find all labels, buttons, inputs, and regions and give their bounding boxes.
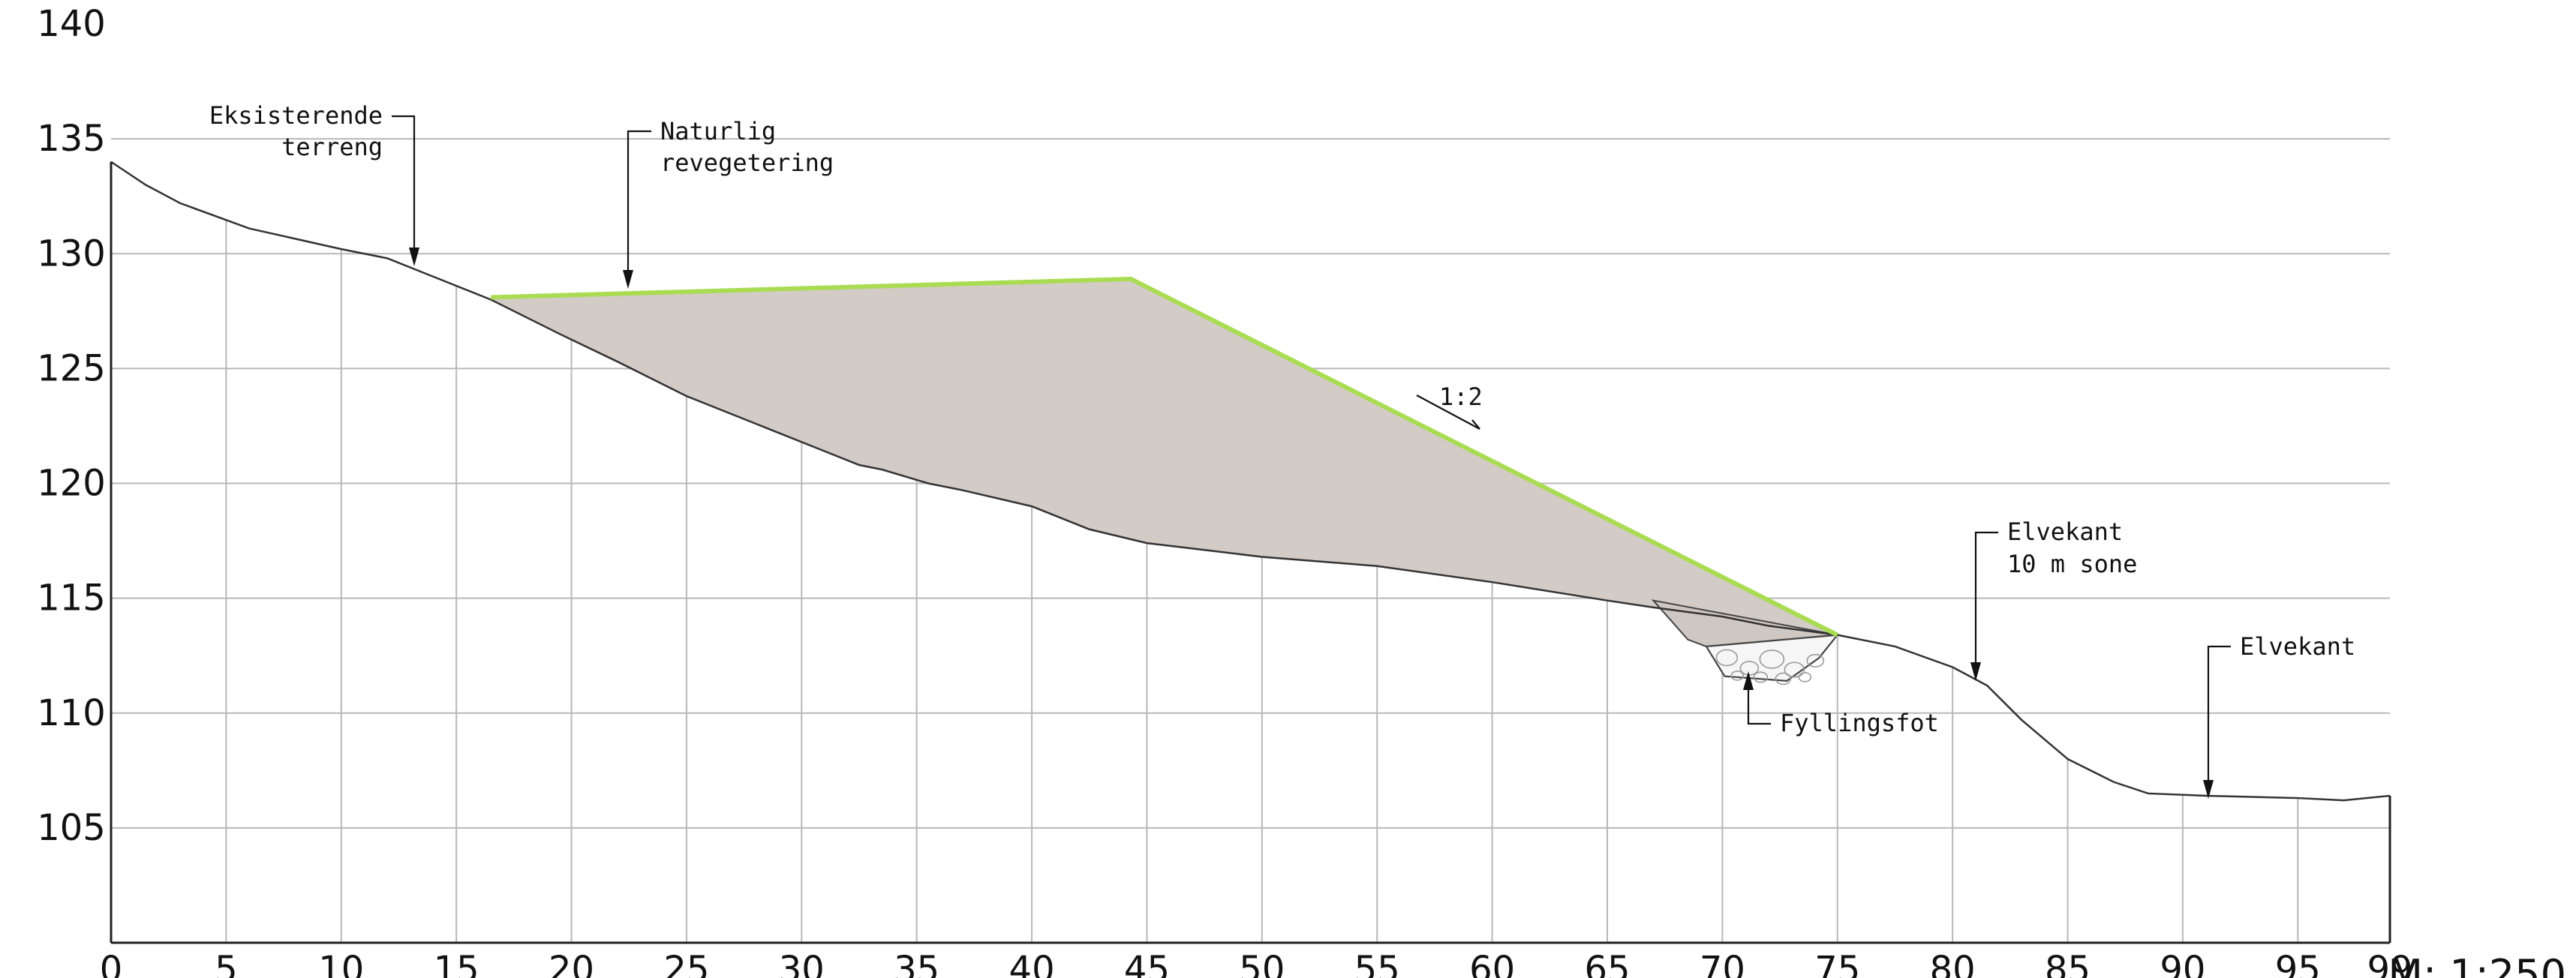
fill-toe-rock (1705, 634, 1840, 682)
y-tick-label: 130 (37, 232, 106, 274)
x-tick-label: 30 (779, 949, 825, 978)
leader-revegetation (627, 130, 651, 274)
existing-terrain-line (110, 160, 2391, 802)
fill-mass (491, 278, 1838, 635)
annotation-river-edge-label: Elvekant (2240, 632, 2355, 661)
x-tick-label: 90 (2160, 949, 2205, 978)
rock-stone (1798, 672, 1812, 682)
x-tick-label: 75 (1814, 949, 1860, 978)
axes (110, 161, 2391, 944)
x-tick-label: 5 (215, 949, 238, 978)
rock-stone (1753, 671, 1769, 683)
terrain (110, 160, 2391, 802)
x-tick-label: 70 (1700, 949, 1745, 978)
x-tick-label: 80 (1930, 949, 1976, 978)
annotation-fill-toe-label: Fyllingsfot (1780, 709, 1939, 737)
annotation-river-edge-zone-line1: Elvekant (2007, 518, 2123, 546)
rock-stone (1784, 662, 1805, 678)
tick-labels: 105 110 115 120 125 130 135 140 0 5 10 15 20 25 30 35 40… (37, 3, 2412, 978)
x-tick-label: 40 (1009, 949, 1055, 978)
x-tick-label: 35 (894, 949, 939, 978)
x-tick-label: 20 (549, 949, 594, 978)
arrowhead-fill-toe (1743, 671, 1754, 690)
y-tick-label: 110 (37, 692, 106, 734)
x-tick-label: 0 (100, 949, 123, 978)
x-tick-label: 60 (1469, 949, 1515, 978)
annotation-slope-ratio: 1:2 (1416, 382, 1483, 430)
y-tick-label: 125 (37, 347, 106, 389)
annotation-existing-terrain: Eksisterende terreng (209, 101, 419, 266)
fill-body (491, 278, 1840, 686)
y-tick-label: 120 (37, 463, 106, 505)
slope-ratio-symbol (1416, 394, 1480, 430)
rock-stone (1759, 650, 1785, 669)
arrowhead-revegetation (623, 270, 633, 289)
annotation-revegetation-line2: revegetering (660, 148, 834, 177)
leader-fill-toe (1747, 688, 1771, 725)
y-tick-label: 140 (37, 3, 106, 45)
annotation-existing-terrain-line1: Eksisterende (209, 101, 383, 130)
annotation-river-edge-zone: Elvekant 10 m sone (1970, 518, 2137, 681)
arrowhead-existing-terrain (409, 248, 419, 266)
x-tick-label: 65 (1584, 949, 1630, 978)
slope-ratio-label: 1:2 (1439, 382, 1483, 411)
x-tick-label: 50 (1239, 949, 1285, 978)
x-tick-label: 99 (2367, 949, 2412, 978)
scale-label: M: 1:250 (2388, 951, 2566, 978)
x-tick-label: 45 (1124, 949, 1170, 978)
y-tick-label: 115 (37, 578, 106, 620)
rock-stone (1775, 672, 1792, 686)
leader-river-edge (2207, 645, 2231, 784)
x-tick-label: 95 (2275, 949, 2321, 978)
annotation-fill-toe: Fyllingsfot (1743, 671, 1939, 737)
x-tick-label: 15 (434, 949, 479, 978)
annotation-revegetation: Naturlig revegetering (623, 117, 834, 289)
annotation-river-edge: Elvekant (2203, 632, 2355, 799)
y-tick-label: 105 (37, 807, 106, 849)
leader-existing-terrain (392, 115, 416, 251)
rock-stone (1715, 649, 1739, 667)
annotation-existing-terrain-line2: terreng (281, 133, 383, 161)
annotation-river-edge-zone-line2: 10 m sone (2007, 550, 2137, 578)
rock-stone (1806, 653, 1825, 668)
arrowhead-river-edge-zone (1970, 662, 1981, 681)
annotation-revegetation-line1: Naturlig (660, 117, 776, 146)
x-tick-label: 10 (318, 949, 364, 978)
x-tick-label: 55 (1354, 949, 1400, 978)
x-tick-label: 25 (663, 949, 709, 978)
arrowhead-river-edge (2203, 780, 2214, 799)
rock-stone (1730, 670, 1745, 681)
x-tick-label: 85 (2045, 949, 2091, 978)
revegetation-surface (491, 276, 1839, 638)
y-tick-label: 135 (37, 118, 106, 160)
leader-river-edge-zone (1974, 531, 1998, 666)
